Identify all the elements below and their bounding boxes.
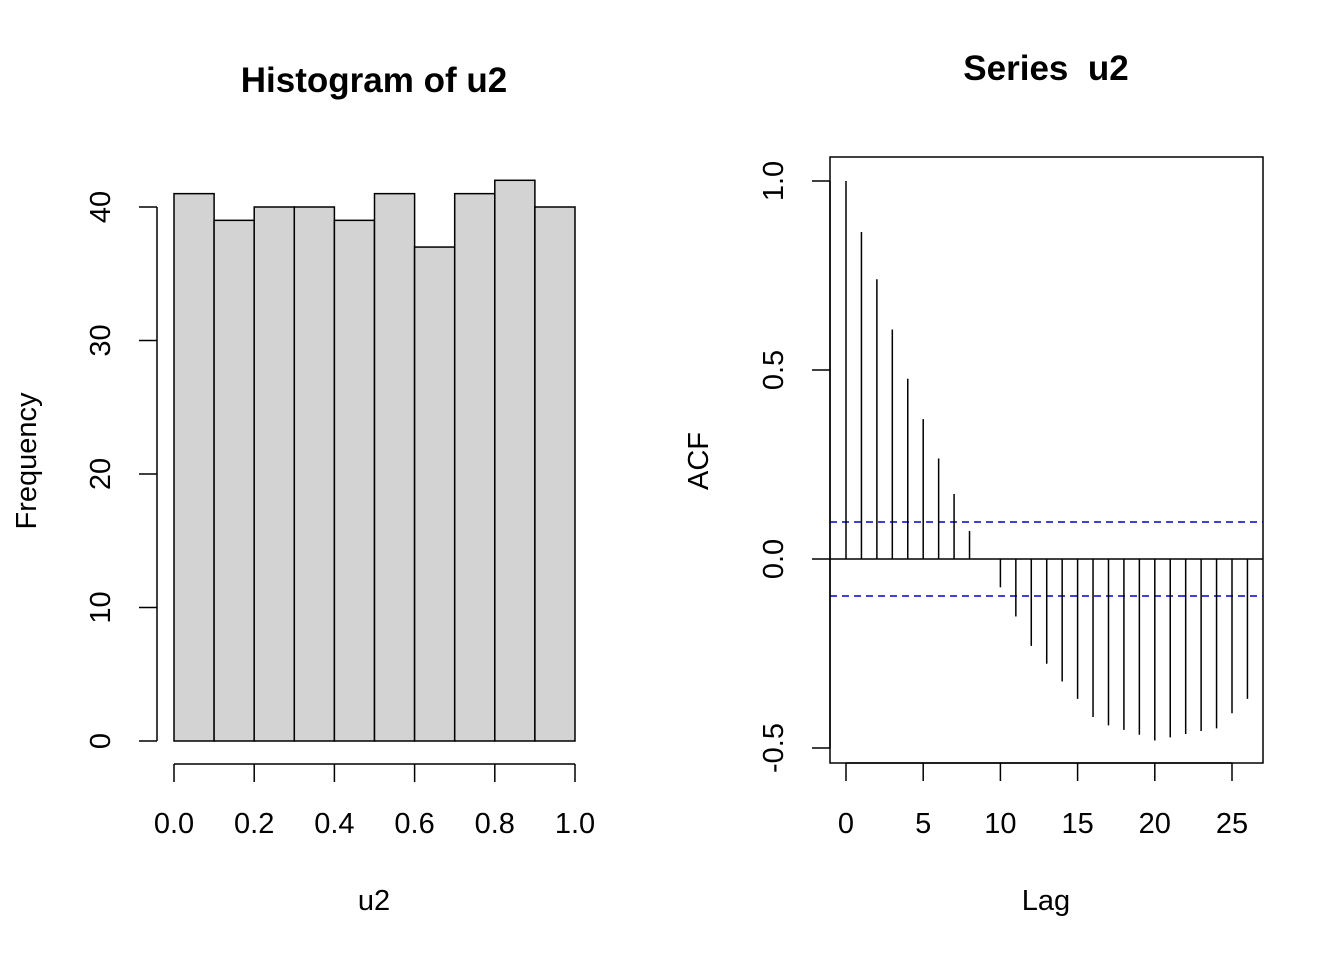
histogram-y-tick-label: 0 bbox=[85, 733, 117, 749]
histogram-y-tick-label: 40 bbox=[85, 191, 117, 223]
acf-x-tick-label: 20 bbox=[1139, 808, 1171, 840]
histogram-y-label: Frequency bbox=[11, 392, 43, 530]
acf-x-tick-label: 10 bbox=[984, 808, 1016, 840]
histogram-title: Histogram of u2 bbox=[241, 61, 507, 100]
histogram-bars bbox=[173, 179, 576, 742]
acf-x-axis: 0 5 10 15 20 25 bbox=[838, 762, 1248, 840]
acf-spikes bbox=[845, 181, 1249, 741]
acf-y-label: ACF bbox=[683, 432, 715, 490]
histogram-x-label: u2 bbox=[358, 885, 390, 917]
histogram-bar bbox=[413, 246, 456, 742]
histogram-bar bbox=[333, 219, 376, 742]
histogram-x-tick-label: 1.0 bbox=[555, 808, 595, 840]
acf-x-tick-label: 5 bbox=[915, 808, 931, 840]
histogram-x-tick-label: 0.8 bbox=[475, 808, 515, 840]
acf-plot-box bbox=[829, 156, 1264, 764]
histogram-bar bbox=[213, 219, 255, 742]
acf-y-tick-label: 0.5 bbox=[758, 350, 790, 390]
histogram-bar bbox=[494, 179, 536, 742]
acf-y-axis: -0.5 0.0 0.5 1.0 bbox=[758, 161, 831, 773]
acf-title: Series u2 bbox=[963, 49, 1128, 88]
acf-x-tick-label: 25 bbox=[1216, 808, 1248, 840]
histogram-bar bbox=[534, 206, 576, 742]
acf-y-tick-label: -0.5 bbox=[758, 723, 790, 773]
histogram-y-tick-label: 10 bbox=[85, 591, 117, 623]
histogram-y-axis: 0 10 20 30 40 bbox=[85, 191, 158, 749]
histogram-bar bbox=[293, 206, 336, 742]
acf-x-label: Lag bbox=[1022, 885, 1070, 917]
histogram-y-tick-label: 20 bbox=[85, 458, 117, 490]
histogram-x-tick-label: 0.0 bbox=[154, 808, 194, 840]
histogram-bar bbox=[253, 206, 296, 742]
acf-y-tick-label: 1.0 bbox=[758, 161, 790, 201]
histogram-x-tick-label: 0.4 bbox=[314, 808, 354, 840]
histogram-x-axis: 0.0 0.2 0.4 0.6 0.8 1.0 bbox=[154, 763, 595, 840]
histogram-bar bbox=[453, 192, 496, 742]
acf-x-tick-label: 0 bbox=[838, 808, 854, 840]
acf-panel: Series u2 -0.5 0.0 0.5 1.0 0 5 10 15 20 25 Lag A… bbox=[683, 49, 1264, 917]
acf-x-tick-label: 15 bbox=[1061, 808, 1093, 840]
acf-y-tick-label: 0.0 bbox=[758, 539, 790, 579]
histogram-bar bbox=[173, 192, 215, 742]
histogram-bar bbox=[373, 192, 416, 742]
histogram-y-tick-label: 30 bbox=[85, 324, 117, 356]
histogram-x-tick-label: 0.6 bbox=[394, 808, 434, 840]
histogram-x-tick-label: 0.2 bbox=[234, 808, 274, 840]
